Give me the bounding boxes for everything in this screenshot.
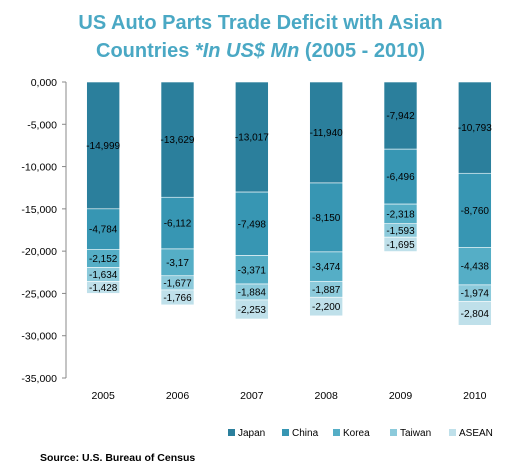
y-tick-label: -10,000 [21,162,57,174]
legend-swatch [228,429,235,436]
legend-label: Japan [238,428,265,439]
x-tick-label: 2005 [91,390,115,402]
data-label: -7,942 [386,111,415,122]
bar-segment-japan [309,81,343,184]
legend-label: Korea [343,428,370,439]
data-label: -1,677 [163,278,192,289]
y-tick-label: 0,000 [31,77,57,89]
y-tick-label: -30,000 [21,331,57,343]
x-axis-labels: 2005 2006 2007 2008 2009 2010 [91,390,486,402]
x-tick-label: 2007 [240,390,264,402]
legend-label: China [292,428,319,439]
data-label: -2,318 [386,209,415,220]
bar-segment-asean [383,236,418,252]
legend-swatch [390,429,397,436]
bar-segment-asean [309,296,343,317]
bar-segment-korea [235,255,269,285]
legend-label: Taiwan [400,428,431,439]
x-tick-label: 2009 [389,390,413,402]
data-label: -1,593 [386,226,415,237]
data-label: -1,974 [461,289,490,300]
bar-segment-china [160,196,195,250]
legend-item-asean: ASEAN [449,428,493,439]
data-label: -6,496 [386,172,415,183]
data-label: -3,474 [312,262,341,273]
data-label: -1,428 [89,283,118,294]
bar-segment-asean [160,289,195,306]
bar-segment-korea [458,247,492,286]
data-label: -1,695 [386,240,415,251]
data-label: -4,438 [461,262,490,273]
title-line2-em: *In US$ Mn [195,40,299,62]
data-label: -1,884 [238,287,267,298]
data-label: -11,940 [310,128,344,139]
x-tick-label: 2008 [314,390,338,402]
data-label: -13,017 [235,133,269,144]
data-label: -1,887 [312,285,341,296]
bar-segment-china [458,172,492,248]
legend: Japan China Korea Taiwan ASEAN [228,428,493,439]
chart-title-line2: Countries *In US$ Mn (2005 - 2010) [96,40,425,62]
data-label: -2,253 [238,305,267,316]
bar-segment-china [235,191,269,256]
bar-segment-korea [309,251,343,282]
bar-segment-korea [160,248,195,277]
data-label: -2,152 [89,254,118,265]
data-label: -1,634 [89,270,118,281]
y-tick-label: -25,000 [21,288,57,300]
source-note: Source: U.S. Bureau of Census [40,452,195,464]
data-label: -3,17 [166,258,189,269]
bar-segment-china [383,148,418,205]
data-label: -1,766 [163,293,192,304]
data-label: -8,150 [312,213,341,224]
data-label: -4,784 [89,225,118,236]
x-tick-label: 2006 [166,390,190,402]
bar-segment-asean [86,281,120,294]
legend-label: ASEAN [459,428,493,439]
data-label: -14,999 [86,141,120,152]
y-axis: 0,000 -5,000 -10,000 -15,000 -20,000 -25,000 -… [21,77,67,385]
legend-item-japan: Japan [228,428,265,439]
x-tick-label: 2010 [463,390,487,402]
data-label: -2,200 [312,302,341,313]
data-label: -3,371 [238,265,267,276]
chart-title-line1: US Auto Parts Trade Deficit with Asian [78,12,442,34]
bar-segment-japan [160,81,195,198]
bar-segment-asean [458,301,492,326]
bars: -14,999 -4,784 -2,152 -1,634 -1,428 -13,629 -6… [86,81,492,326]
y-tick-label: -15,000 [21,204,57,216]
bar-segment-japan [235,81,269,193]
bar-segment-japan [86,81,120,210]
legend-swatch [282,429,289,436]
bar-segment-japan [458,81,492,174]
data-label: -13,629 [161,135,195,146]
legend-swatch [333,429,340,436]
legend-item-korea: Korea [333,428,370,439]
legend-item-china: China [282,428,319,439]
y-tick-label: -20,000 [21,246,57,258]
legend-swatch [449,429,456,436]
data-label: -10,793 [458,123,492,134]
bar-segment-asean [235,299,269,320]
y-tick-label: -35,000 [21,373,57,385]
data-label: -7,498 [238,219,267,230]
title-line2-pre: Countries [96,40,195,62]
data-label: -2,804 [461,309,490,320]
title-line2-post: (2005 - 2010) [299,40,425,62]
legend-item-taiwan: Taiwan [390,428,431,439]
data-label: -6,112 [164,219,192,230]
y-tick-label: -5,000 [27,119,57,131]
data-label: -8,760 [461,206,490,217]
bar-segment-japan [383,81,418,150]
bar-segment-china [309,182,343,253]
